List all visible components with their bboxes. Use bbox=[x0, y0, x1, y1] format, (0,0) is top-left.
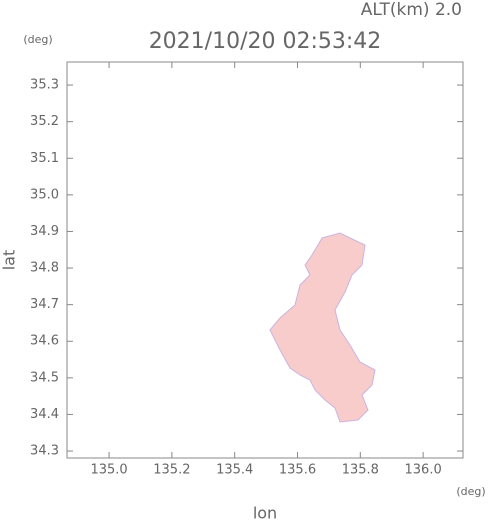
x-tick-label: 135.4 bbox=[216, 463, 253, 478]
x-tick-label: 135.2 bbox=[153, 463, 190, 478]
chart-title: 2021/10/20 02:53:42 bbox=[149, 29, 382, 54]
altitude: ALT(km) 2.0 bbox=[361, 0, 462, 20]
plot-frame bbox=[66, 61, 464, 459]
x-axis-label: lon bbox=[253, 504, 277, 521]
y-unit: (deg) bbox=[23, 33, 52, 46]
echo-area bbox=[269, 232, 376, 423]
y-tick-label: 35.1 bbox=[30, 151, 59, 166]
y-tick-label: 35.3 bbox=[30, 78, 59, 93]
x-tick-label: 136.0 bbox=[405, 463, 442, 478]
y-tick-label: 35.0 bbox=[30, 187, 59, 202]
y-tick-label: 34.5 bbox=[30, 370, 59, 385]
y-axis-label: lat bbox=[0, 250, 19, 271]
x-unit: (deg) bbox=[456, 485, 485, 498]
x-tick-label: 135.8 bbox=[342, 463, 379, 478]
y-tick-label: 35.2 bbox=[30, 114, 59, 129]
x-tick-label: 135.0 bbox=[90, 463, 127, 478]
y-tick-label: 34.7 bbox=[30, 297, 59, 312]
y-tick-label: 34.4 bbox=[30, 407, 59, 422]
y-tick-label: 34.3 bbox=[30, 444, 59, 459]
y-tick-label: 34.6 bbox=[30, 334, 59, 349]
y-tick-label: 34.9 bbox=[30, 224, 59, 239]
y-tick-label: 34.8 bbox=[30, 261, 59, 276]
x-tick-label: 135.6 bbox=[279, 463, 316, 478]
